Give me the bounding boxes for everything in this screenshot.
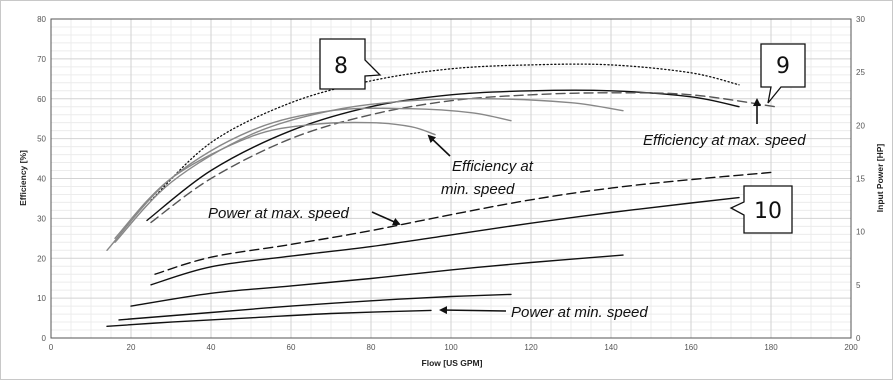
power-curve-7 xyxy=(150,196,740,286)
x-tick-label: 140 xyxy=(604,343,618,352)
annotation-efficiency-max-speed: Efficiency at max. speed xyxy=(643,132,806,149)
y-right-tick-label: 5 xyxy=(856,281,861,290)
y-right-tick-label: 25 xyxy=(856,68,865,77)
curve-layer xyxy=(106,63,776,327)
callout-8-label: 8 xyxy=(334,54,348,79)
callout-9: 9 xyxy=(760,43,806,104)
y-left-tick-label: 10 xyxy=(37,294,46,303)
y-left-tick-label: 50 xyxy=(37,135,46,144)
x-tick-label: 20 xyxy=(127,343,136,352)
y-right-tick-label: 20 xyxy=(856,121,865,130)
y-axis-title-right: Input Power [HP] xyxy=(875,144,885,213)
x-tick-label: 40 xyxy=(207,343,216,352)
x-tick-label: 200 xyxy=(844,343,858,352)
x-tick-label: 80 xyxy=(367,343,376,352)
callout-8: 8 xyxy=(319,38,382,90)
annotation-power-min-speed: Power at min. speed xyxy=(511,304,648,321)
x-tick-label: 0 xyxy=(49,343,54,352)
y-axis-title-left: Efficiency [%] xyxy=(18,150,28,206)
efficiency-curve-0 xyxy=(150,63,740,202)
efficiency-curve-2 xyxy=(150,92,776,224)
y-right-tick-label: 30 xyxy=(856,15,865,24)
callout-10-label: 10 xyxy=(754,199,782,224)
efficiency-curve-3 xyxy=(114,97,624,243)
power-curve-9 xyxy=(118,293,512,321)
arrow-power-min-speed xyxy=(439,306,507,315)
y-left-tick-label: 70 xyxy=(37,55,46,64)
annotation-layer: Efficiency at max. speed Efficiency at m… xyxy=(208,98,806,321)
y-right-tick-label: 10 xyxy=(856,228,865,237)
annotation-efficiency-min-speed-line1: Efficiency at xyxy=(452,158,534,175)
x-tick-label: 160 xyxy=(684,343,698,352)
annotation-efficiency-min-speed-line2: min. speed xyxy=(441,181,515,198)
power-curve-10 xyxy=(106,309,432,327)
callout-10: 10 xyxy=(729,185,793,234)
tick-labels: 0 20 40 60 80 100 120 140 160 180 2000102030405060… xyxy=(37,15,865,352)
y-left-tick-label: 30 xyxy=(37,214,46,223)
y-left-tick-label: 60 xyxy=(37,95,46,104)
y-left-tick-label: 40 xyxy=(37,175,46,184)
y-right-tick-label: 15 xyxy=(856,175,865,184)
y-left-tick-label: 20 xyxy=(37,254,46,263)
plot-frame xyxy=(50,18,852,339)
arrow-power-max-speed xyxy=(371,211,401,226)
power-curve-8 xyxy=(130,254,624,307)
x-tick-label: 180 xyxy=(764,343,778,352)
y-left-tick-label: 0 xyxy=(42,334,47,343)
callout-9-label: 9 xyxy=(776,54,790,79)
annotation-power-max-speed: Power at max. speed xyxy=(208,205,350,222)
x-tick-label: 100 xyxy=(444,343,458,352)
y-right-tick-label: 0 xyxy=(856,334,861,343)
efficiency-curve-5 xyxy=(114,121,436,239)
power-curve-6 xyxy=(154,171,776,275)
arrow-efficiency-min-speed xyxy=(427,134,451,157)
y-left-tick-label: 80 xyxy=(37,15,46,24)
x-axis-title: Flow [US GPM] xyxy=(422,358,483,368)
x-tick-label: 60 xyxy=(287,343,296,352)
x-tick-label: 120 xyxy=(524,343,538,352)
